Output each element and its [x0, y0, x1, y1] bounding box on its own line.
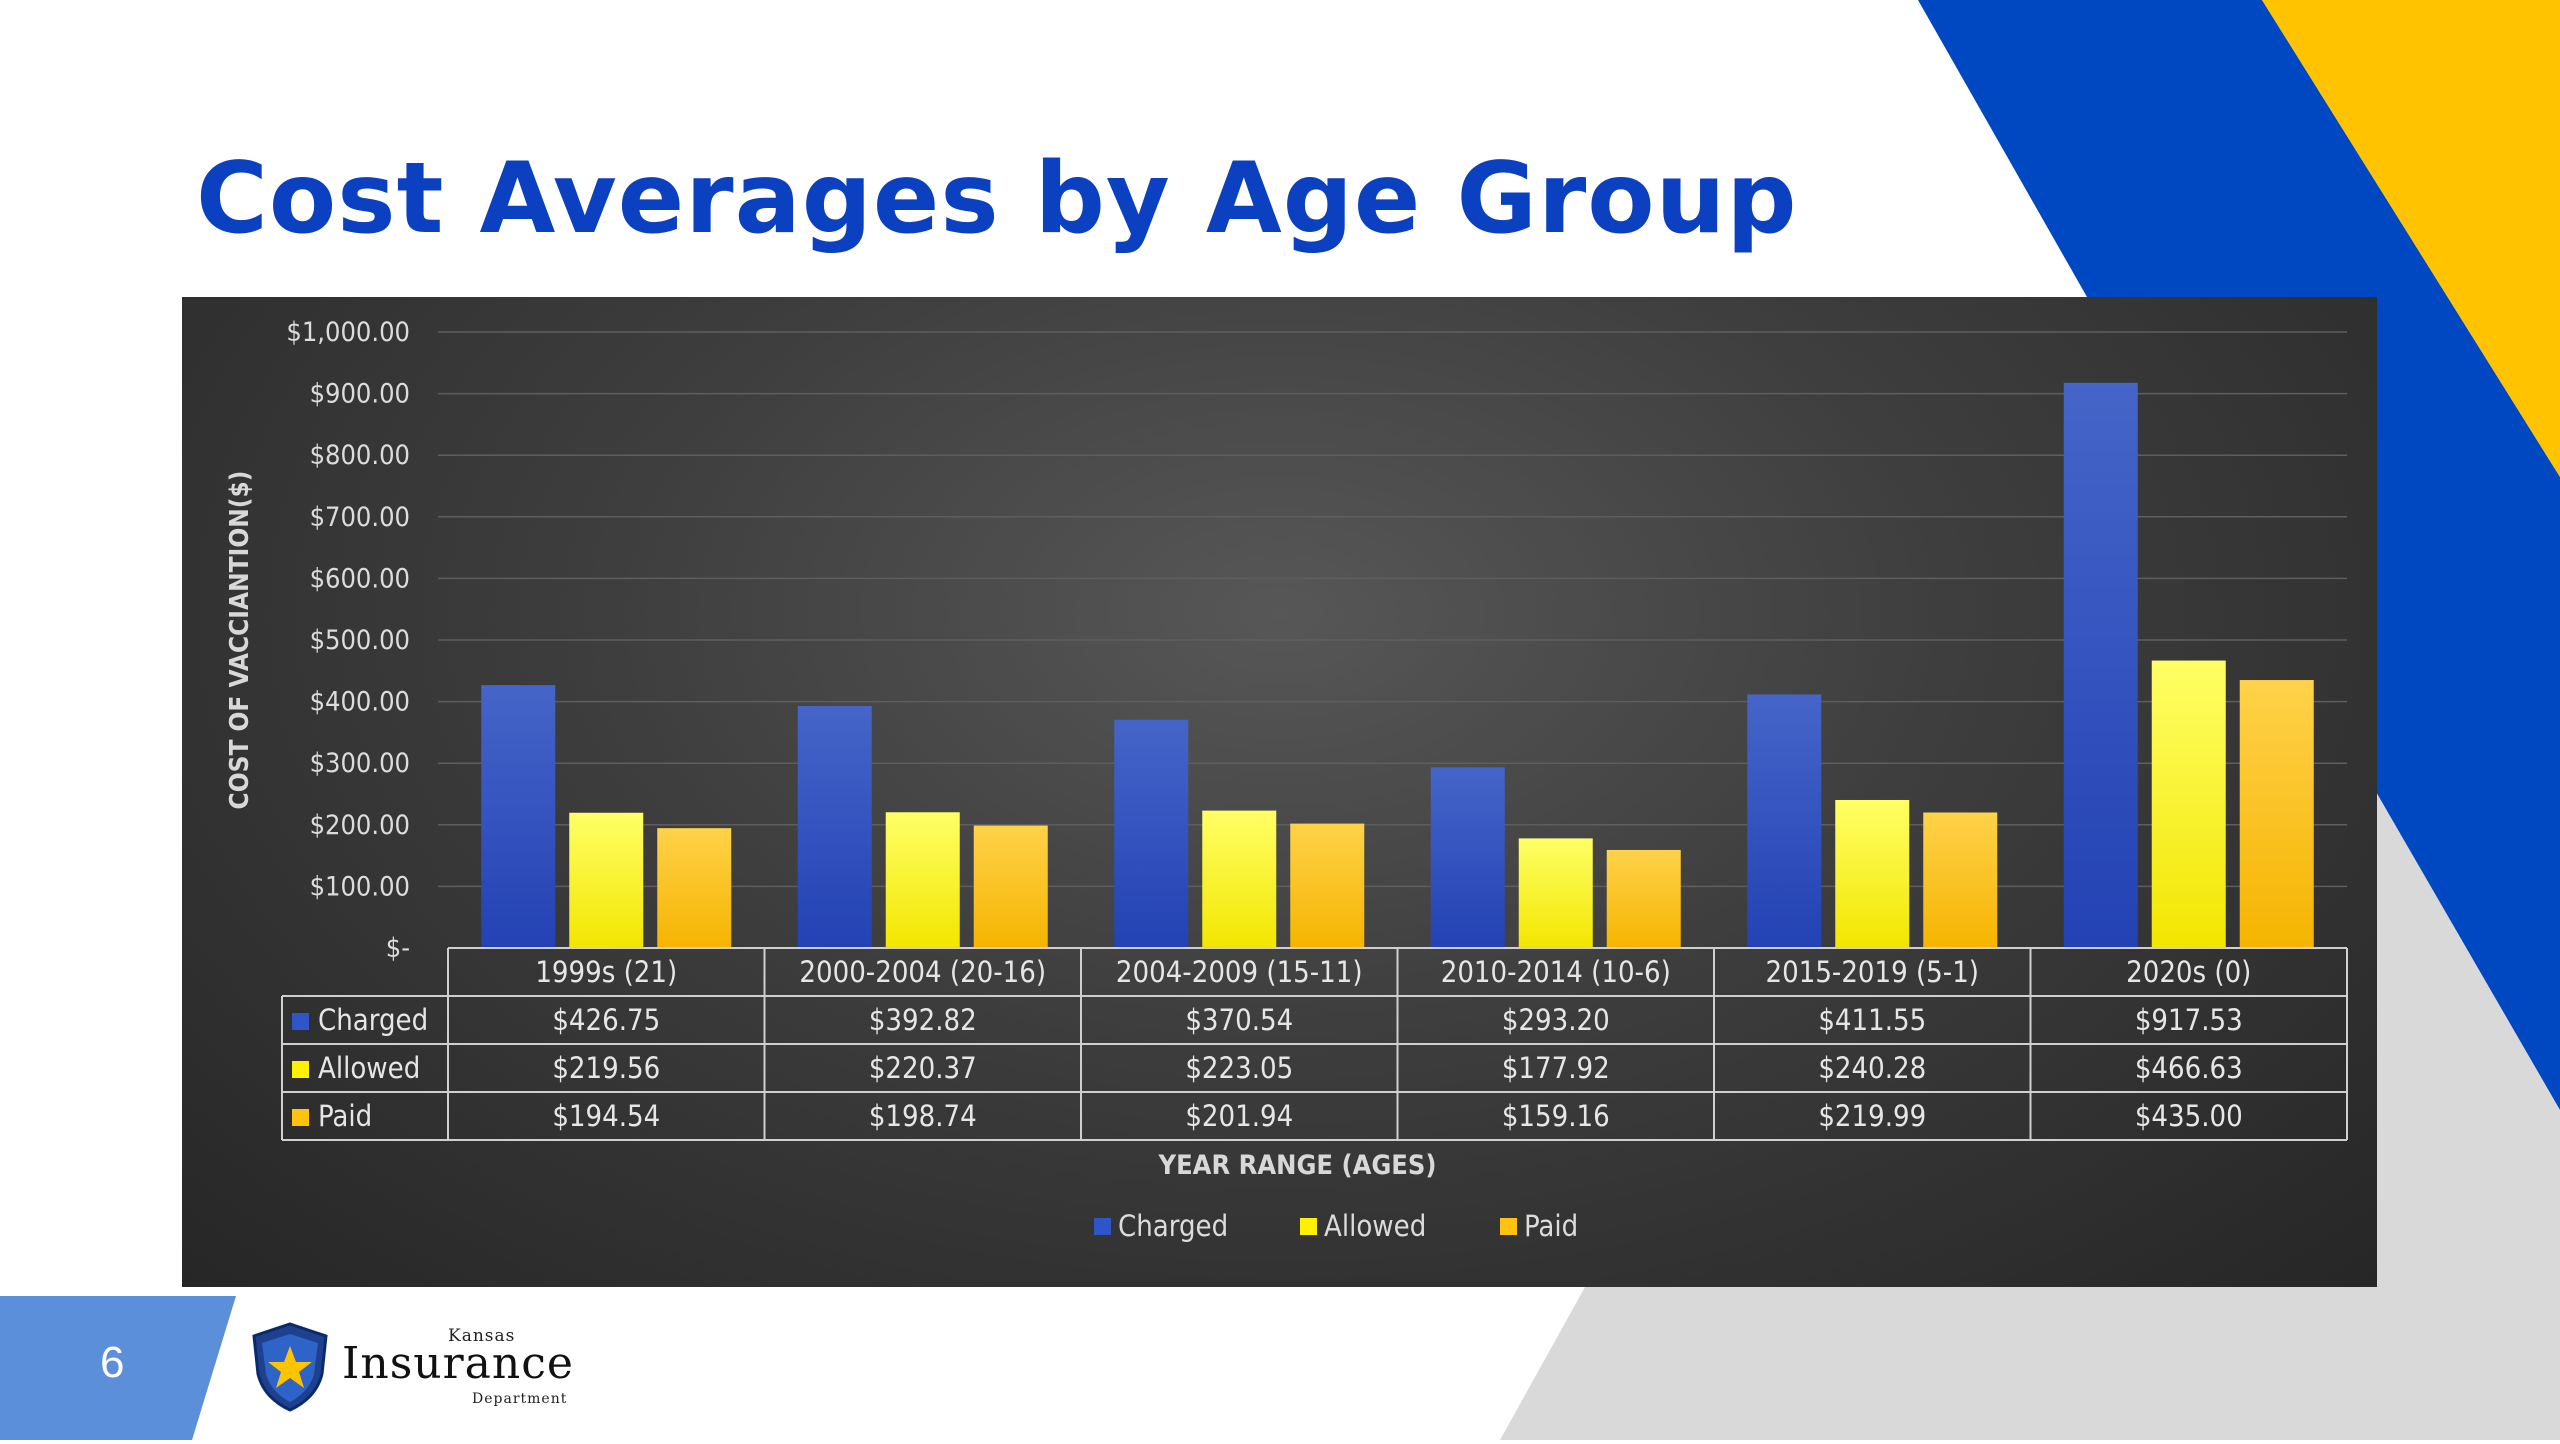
bar-charged — [1747, 694, 1822, 948]
page-number-tab — [0, 1296, 236, 1440]
blue-stripe-shape — [1918, 0, 2560, 1110]
bar-allowed — [1518, 838, 1593, 948]
x-category-label: 2010-2014 (10-6) — [1441, 955, 1671, 989]
page-title: Cost Averages by Age Group — [196, 142, 1798, 256]
y-tick-label: $- — [386, 933, 410, 964]
data-label-allowed: $223.05 — [1185, 1051, 1293, 1085]
legend-label-allowed: Allowed — [1324, 1209, 1426, 1243]
bar-charged — [1430, 767, 1505, 948]
data-label-allowed: $177.92 — [1502, 1051, 1610, 1085]
data-label-allowed: $219.56 — [552, 1051, 660, 1085]
data-label-paid: $219.99 — [1818, 1099, 1926, 1133]
data-label-allowed: $466.63 — [2135, 1051, 2243, 1085]
logo-insurance-text: Insurance — [342, 1338, 574, 1389]
y-tick-label: $500.00 — [310, 625, 410, 656]
data-label-charged: $370.54 — [1185, 1003, 1293, 1037]
data-label-charged: $392.82 — [869, 1003, 977, 1037]
x-category-label: 2015-2019 (5-1) — [1766, 955, 1979, 989]
y-tick-label: $100.00 — [310, 871, 410, 902]
bar-charged — [2063, 382, 2138, 948]
data-label-paid: $194.54 — [552, 1099, 660, 1133]
data-label-allowed: $220.37 — [869, 1051, 977, 1085]
shield-icon — [252, 1322, 328, 1412]
bar-paid — [657, 828, 732, 948]
table-legend-swatch-allowed — [292, 1061, 309, 1078]
legend-swatch-allowed — [1300, 1218, 1317, 1235]
yellow-stripe-shape — [2262, 0, 2560, 477]
bar-charged — [1114, 719, 1189, 948]
table-series-label: Charged — [318, 1003, 428, 1037]
y-tick-label: $1,000.00 — [286, 317, 410, 348]
y-tick-label: $200.00 — [310, 810, 410, 841]
x-category-label: 1999s (21) — [535, 955, 677, 989]
bar-allowed — [2151, 660, 2226, 948]
bar-allowed — [569, 812, 644, 948]
data-label-paid: $198.74 — [869, 1099, 977, 1133]
bar-charged — [797, 706, 872, 948]
table-series-label: Paid — [318, 1099, 372, 1133]
x-category-label: 2020s (0) — [2126, 955, 2251, 989]
x-axis-title: YEAR RANGE (AGES) — [1158, 1150, 1437, 1181]
bar-paid — [973, 825, 1048, 948]
y-tick-label: $400.00 — [310, 687, 410, 718]
page-number: 6 — [100, 1338, 125, 1387]
y-tick-label: $300.00 — [310, 748, 410, 779]
gray-corner-shape — [1500, 790, 2560, 1440]
table-legend-swatch-charged — [292, 1013, 309, 1030]
kansas-insurance-logo: Kansas Insurance Department — [250, 1318, 610, 1418]
bar-paid — [1923, 812, 1998, 948]
bar-paid — [2239, 680, 2314, 948]
bar-allowed — [1202, 810, 1277, 948]
logo-kansas-text: Kansas — [448, 1326, 516, 1346]
x-category-label: 2000-2004 (20-16) — [799, 955, 1046, 989]
bar-charged — [481, 685, 556, 948]
bar-allowed — [1835, 799, 1910, 948]
table-series-label: Allowed — [318, 1051, 420, 1085]
data-label-paid: $201.94 — [1185, 1099, 1293, 1133]
y-axis-title: COST OF VACCIANTION($) — [225, 471, 255, 810]
data-label-charged: $293.20 — [1502, 1003, 1610, 1037]
data-label-paid: $159.16 — [1502, 1099, 1610, 1133]
data-label-paid: $435.00 — [2135, 1099, 2243, 1133]
logo-department-text: Department — [472, 1391, 568, 1407]
bar-paid — [1290, 823, 1365, 948]
data-label-charged: $411.55 — [1818, 1003, 1926, 1037]
bar-paid — [1606, 849, 1681, 948]
chart-panel: $- $100.00 $200.00 $300.00 $400.00 $500.00 $60… — [182, 297, 2377, 1287]
y-tick-label: $900.00 — [310, 379, 410, 410]
legend-swatch-paid — [1500, 1218, 1517, 1235]
bar-chart: $- $100.00 $200.00 $300.00 $400.00 $500.00 $60… — [225, 317, 2348, 1243]
data-label-charged: $426.75 — [552, 1003, 660, 1037]
data-label-allowed: $240.28 — [1818, 1051, 1926, 1085]
y-tick-label: $600.00 — [310, 563, 410, 594]
page-number-badge: 6 — [0, 1296, 236, 1440]
table-legend-swatch-paid — [292, 1109, 309, 1126]
data-label-charged: $917.53 — [2135, 1003, 2243, 1037]
y-tick-label: $800.00 — [310, 440, 410, 471]
legend-label-charged: Charged — [1118, 1209, 1228, 1243]
bar-allowed — [885, 812, 960, 948]
x-category-label: 2004-2009 (15-11) — [1116, 955, 1363, 989]
legend-swatch-charged — [1094, 1218, 1111, 1235]
legend-label-paid: Paid — [1524, 1209, 1578, 1243]
y-tick-label: $700.00 — [310, 502, 410, 533]
